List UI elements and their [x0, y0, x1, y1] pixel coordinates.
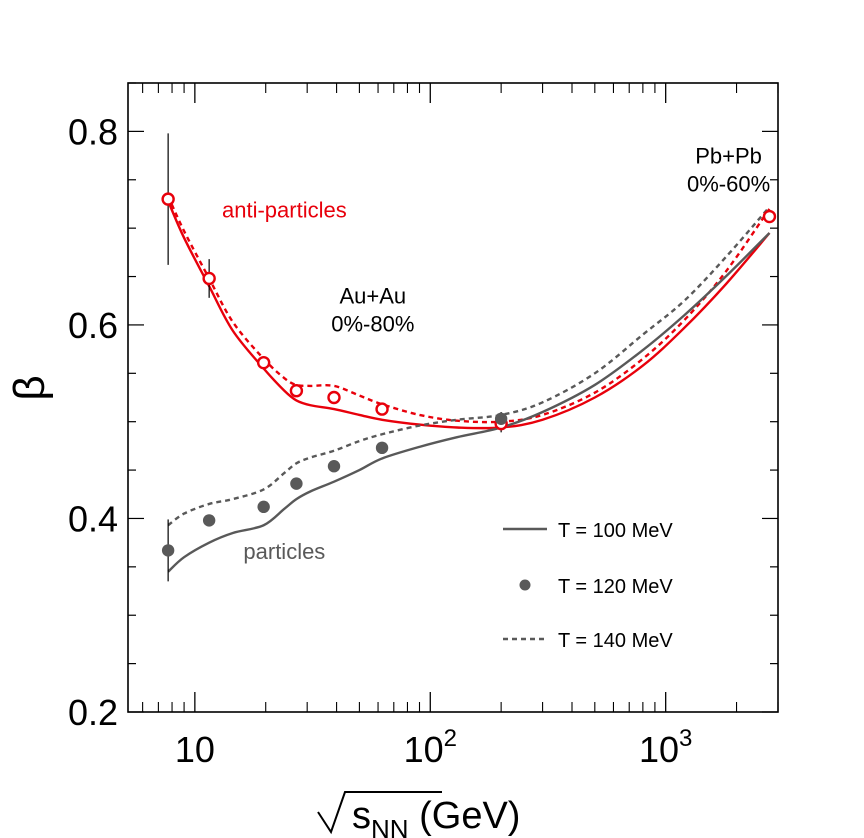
annotation-auau-line-0: Au+Au — [339, 284, 406, 309]
x-tick-label-base: 10 — [404, 729, 444, 770]
plot-frame — [127, 82, 779, 713]
x-tick-label-base: 10 — [175, 729, 215, 770]
x-tick-label-10: 10 — [175, 729, 215, 770]
y-axis-label: β — [5, 375, 54, 400]
x-tick-label-exponent: 3 — [679, 725, 692, 752]
data-point-particles-t-120-mev-4 — [327, 460, 341, 473]
axis-ticks — [128, 82, 779, 713]
legend-marker-1 — [519, 579, 531, 591]
x-tick-label-100: 102 — [404, 725, 457, 770]
x-axis-label-text: sNN (GeV) — [352, 795, 520, 838]
x-axis-label-s: s — [352, 795, 371, 837]
legend: T = 100 MeV T = 120 MeV T = 140 MeV — [503, 520, 673, 652]
data-point-particles-t-120-mev-2 — [257, 500, 270, 514]
annotation-pbpb: Pb+Pb 0%-60% — [687, 143, 770, 196]
data-point-particles-t-120-mev-6 — [494, 412, 508, 425]
annotation-auau-line-1: 0%-80% — [331, 312, 414, 337]
data-point-particles-t-120-mev-0 — [161, 544, 175, 557]
legend-label-1: T = 120 MeV — [558, 576, 673, 598]
data-point-anti-particles-t-120-mev-5 — [375, 402, 389, 416]
data-point-anti-particles-t-120-mev-3 — [289, 384, 304, 398]
series-lines — [167, 195, 771, 573]
annotation-auau: Au+Au 0%-80% — [331, 284, 414, 337]
series-line-anti-particles-t-100-mev — [167, 200, 771, 430]
x-tick-label-1000: 103 — [639, 725, 692, 770]
legend-label-0: T = 100 MeV — [558, 520, 673, 542]
annotation-antiparticles-line-0: anti-particles — [222, 198, 347, 223]
data-point-anti-particles-t-120-mev-1 — [202, 271, 216, 286]
annotations: anti-particles particles Au+Au 0%-80% Pb+Pb 0… — [222, 143, 770, 564]
sqrt-radical-sign — [317, 791, 442, 835]
y-tick-label-0-8: 0.8 — [68, 111, 118, 152]
x-tick-label-base: 10 — [639, 729, 679, 770]
legend-label-2: T = 140 MeV — [558, 630, 673, 652]
data-point-particles-t-120-mev-1 — [202, 514, 216, 527]
series-line-particles-t-100-mev — [167, 232, 771, 573]
annotation-pbpb-line-0: Pb+Pb — [695, 143, 762, 168]
y-tick-label-0-2: 0.2 — [68, 692, 118, 733]
annotation-particles-line-0: particles — [243, 539, 325, 564]
annotation-pbpb-line-1: 0%-60% — [687, 171, 770, 196]
y-tick-label-0-4: 0.4 — [68, 498, 118, 539]
data-point-anti-particles-t-120-mev-0 — [161, 192, 175, 206]
data-point-particles-t-120-mev-5 — [375, 441, 389, 455]
data-point-anti-particles-t-120-mev-7 — [762, 209, 777, 224]
x-axis-label-subscript: NN — [371, 814, 409, 838]
data-point-anti-particles-t-120-mev-2 — [256, 355, 271, 370]
series-line-anti-particles-t-140-mev — [167, 195, 771, 424]
data-points — [161, 192, 777, 557]
x-axis-label: sNN (GeV) — [317, 791, 520, 838]
annotation-particles: particles — [243, 539, 325, 564]
x-tick-label-exponent: 2 — [444, 725, 457, 752]
x-axis-label-unit: (GeV) — [409, 795, 521, 837]
series-line-particles-t-140-mev — [167, 206, 771, 527]
annotation-antiparticles: anti-particles — [222, 198, 347, 223]
y-tick-label-0-6: 0.6 — [68, 305, 118, 346]
data-point-particles-t-120-mev-3 — [290, 477, 303, 490]
data-point-anti-particles-t-120-mev-4 — [327, 390, 341, 405]
